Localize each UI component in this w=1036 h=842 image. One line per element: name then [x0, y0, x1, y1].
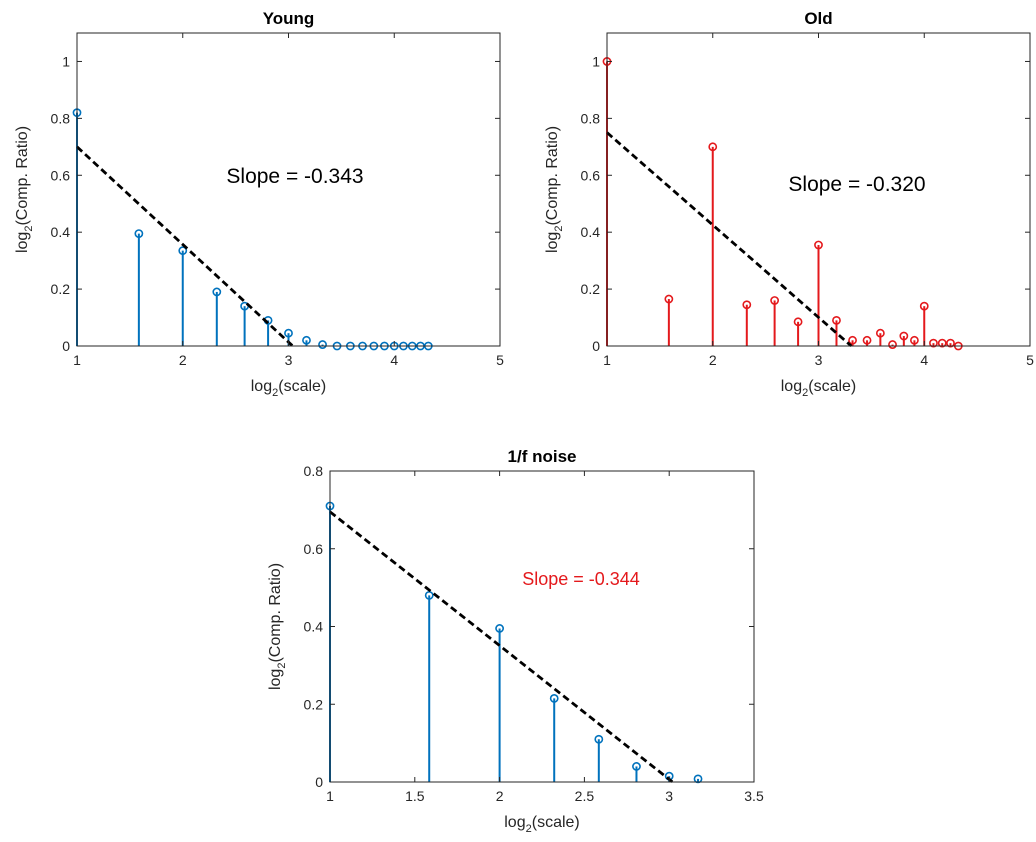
- stem-marker: [832, 315, 841, 325]
- stem-marker: [742, 300, 752, 310]
- y-axis-label-sub: 2: [276, 663, 288, 669]
- y-tick-label: 0: [592, 338, 600, 354]
- x-tick-label: 5: [1026, 352, 1034, 368]
- stem-marker: [862, 335, 872, 345]
- x-tick-label: 2: [709, 352, 717, 368]
- y-tick-label: 0.2: [51, 281, 71, 297]
- y-axis-label-sub: 2: [553, 226, 565, 232]
- y-axis-label: log2(Comp. Ratio): [267, 563, 288, 690]
- y-tick-label: 1: [62, 53, 70, 69]
- axes-box: [76, 32, 501, 347]
- stem-marker: [302, 335, 311, 345]
- fit-line: [329, 510, 674, 784]
- x-tick-label: 3: [665, 788, 673, 804]
- y-tick-label: 0.6: [51, 167, 71, 183]
- y-axis-label-rest: (Comp. Ratio): [267, 563, 284, 663]
- y-axis-label: log2(Comp. Ratio): [544, 126, 565, 253]
- x-axis-label: log2(scale): [504, 814, 580, 835]
- stem-marker: [910, 335, 919, 345]
- stem-marker: [946, 338, 955, 348]
- y-tick-label: 0: [315, 774, 323, 790]
- stem-marker: [178, 246, 188, 256]
- x-axis-label: log2(scale): [781, 378, 857, 399]
- y-tick-label: 0.6: [304, 541, 324, 557]
- stem-marker: [888, 340, 897, 349]
- x-axis-label-rest: (scale): [808, 378, 856, 395]
- x-tick-label: 1: [326, 788, 334, 804]
- x-tick-label: 3: [815, 352, 823, 368]
- stem-marker: [929, 338, 938, 348]
- x-axis-label-rest: (scale): [278, 378, 326, 395]
- x-tick-label: 4: [920, 352, 928, 368]
- stem-marker: [318, 340, 327, 349]
- y-axis-label-sub: 2: [23, 226, 35, 232]
- y-tick-label: 0.4: [51, 224, 71, 240]
- axes-box: [329, 470, 755, 783]
- stem-marker: [708, 142, 718, 152]
- y-axis-label-base: log: [544, 232, 561, 253]
- y-tick-label: 0.4: [581, 224, 601, 240]
- y-axis-label-rest: (Comp. Ratio): [544, 126, 561, 226]
- x-tick-label: 2: [496, 788, 504, 804]
- x-tick-label: 1: [603, 352, 611, 368]
- x-axis-label: log2(scale): [251, 378, 327, 399]
- chart-title: 1/f noise: [508, 447, 577, 466]
- stem-marker: [875, 328, 885, 338]
- stem-marker: [848, 335, 857, 345]
- stem-marker: [632, 762, 641, 771]
- stem-marker: [814, 240, 823, 250]
- stem-marker: [495, 624, 504, 633]
- stem-marker: [664, 294, 674, 304]
- stem-marker: [212, 287, 222, 297]
- y-tick-label: 0.6: [581, 167, 601, 183]
- y-axis-label: log2(Comp. Ratio): [14, 126, 35, 253]
- y-axis-label-rest: (Comp. Ratio): [14, 126, 31, 226]
- stem-marker: [937, 338, 947, 348]
- x-axis-label-rest: (scale): [532, 814, 580, 831]
- y-tick-label: 0.2: [304, 696, 324, 712]
- x-axis-label-base: log: [251, 378, 272, 395]
- stem-marker: [284, 328, 293, 338]
- x-axis-label-sub: 2: [272, 387, 278, 399]
- y-tick-label: 0.8: [581, 110, 601, 126]
- x-axis-label-base: log: [781, 378, 802, 395]
- slope-annotation: Slope = -0.343: [226, 165, 363, 188]
- chart-title: Young: [263, 9, 315, 28]
- x-tick-label: 2: [179, 352, 187, 368]
- y-tick-label: 0.8: [304, 463, 324, 479]
- stem-marker: [770, 296, 780, 305]
- y-axis-label-base: log: [267, 669, 284, 690]
- x-tick-label: 5: [496, 352, 504, 368]
- chart-title: Old: [804, 9, 832, 28]
- y-tick-label: 0.4: [304, 619, 324, 635]
- x-axis-label-sub: 2: [526, 823, 532, 835]
- slope-annotation: Slope = -0.344: [522, 569, 640, 589]
- stem-marker: [549, 694, 559, 703]
- y-tick-label: 0.2: [581, 281, 601, 297]
- stem-marker: [793, 317, 803, 327]
- slope-annotation: Slope = -0.320: [788, 173, 925, 196]
- fit-line: [606, 131, 853, 348]
- x-tick-label: 4: [390, 352, 398, 368]
- stem-marker: [899, 331, 909, 341]
- y-axis-label-base: log: [14, 232, 31, 253]
- x-tick-label: 1.5: [405, 788, 425, 804]
- stem-marker: [594, 734, 604, 744]
- y-tick-label: 1: [592, 53, 600, 69]
- stem-marker: [134, 229, 144, 239]
- fit-line: [76, 145, 294, 348]
- stem-marker: [919, 301, 929, 311]
- y-tick-label: 0.8: [51, 110, 71, 126]
- x-tick-label: 2.5: [575, 788, 595, 804]
- y-tick-label: 0: [62, 338, 70, 354]
- x-tick-label: 3.5: [744, 788, 764, 804]
- x-axis-label-base: log: [504, 814, 525, 831]
- x-tick-label: 1: [73, 352, 81, 368]
- x-tick-label: 3: [285, 352, 293, 368]
- x-axis-label-sub: 2: [802, 387, 808, 399]
